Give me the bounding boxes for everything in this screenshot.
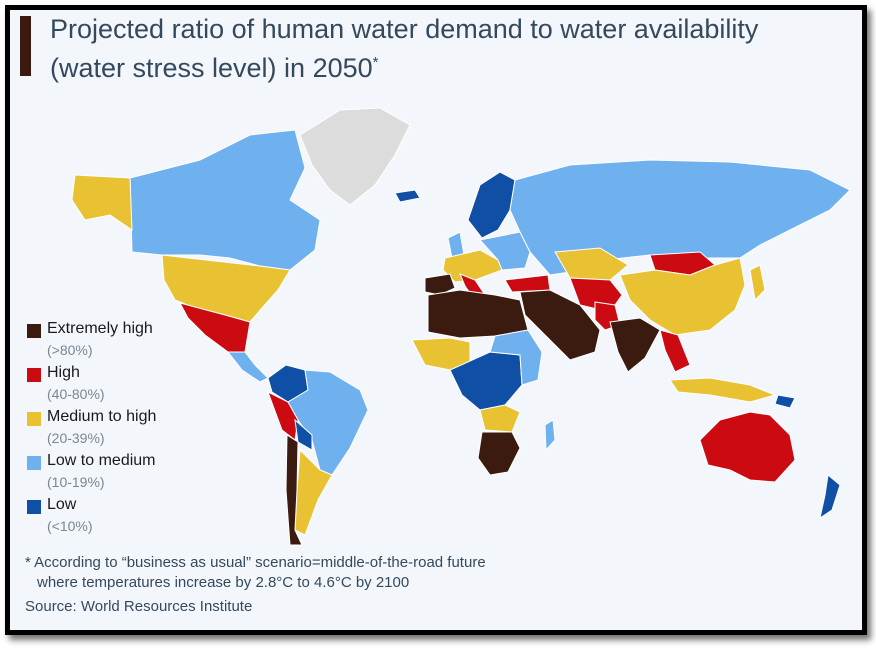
legend-label: Medium to high [47, 408, 157, 425]
legend-swatch [27, 500, 41, 514]
region-north-africa [427, 289, 529, 339]
region-japan [749, 264, 766, 302]
source-credit: Source: World Resources Institute [25, 598, 253, 615]
region-angola [479, 404, 521, 433]
region-central-america [226, 351, 269, 383]
region-middle-east [519, 289, 601, 361]
legend-range: (20-39%) [47, 430, 105, 446]
region-canada [129, 129, 321, 271]
region-new-zealand [819, 474, 841, 520]
footnote: * According to “business as usual” scena… [25, 553, 845, 593]
region-kazakhstan [554, 247, 629, 281]
region-chile [285, 434, 303, 546]
region-se-asia [659, 329, 691, 373]
legend-swatch [27, 456, 41, 470]
legend-swatch [27, 412, 41, 426]
region-scandinavia [467, 171, 516, 239]
legend-label: High [47, 364, 80, 381]
legend-item-medium-to-high: Medium to high (20-39%) [25, 408, 225, 452]
legend-item-low: Low (<10%) [25, 496, 225, 540]
legend-label: Low to medium [47, 452, 156, 469]
region-india [609, 317, 661, 373]
region-central-asia [569, 277, 623, 313]
legend-swatch [27, 368, 41, 382]
title-footnote-marker: * [372, 54, 379, 71]
chart-title: Projected ratio of human water demand to… [50, 14, 759, 83]
region-madagascar [544, 419, 556, 452]
legend-label: Extremely high [47, 320, 153, 337]
region-east-africa [489, 329, 543, 386]
legend-label: Low [47, 496, 77, 513]
legend-item-extremely-high: Extremely high (>80%) [25, 320, 225, 364]
legend-range: (>80%) [47, 342, 93, 358]
infographic-frame: Projected ratio of human water demand to… [5, 5, 867, 635]
title-accent-bar [20, 16, 31, 76]
legend-range: (<10%) [47, 518, 93, 534]
legend-swatch [27, 324, 41, 338]
region-alaska [71, 174, 133, 231]
legend: Extremely high (>80%) High (40-80%) Medi… [25, 320, 225, 540]
footnote-line-2: where temperatures increase by 2.8°C to … [37, 574, 410, 591]
region-china [619, 257, 746, 336]
legend-item-low-to-medium: Low to medium (10-19%) [25, 452, 225, 496]
region-greenland [299, 107, 411, 206]
region-turkey [504, 274, 551, 293]
region-papua [774, 394, 796, 409]
region-australia [699, 411, 796, 483]
region-southern-africa [477, 431, 521, 476]
legend-range: (40-80%) [47, 386, 105, 402]
world-map [71, 107, 850, 546]
legend-range: (10-19%) [47, 474, 105, 490]
legend-item-high: High (40-80%) [25, 364, 225, 408]
region-west-europe [442, 249, 503, 283]
footnote-line-1: * According to “business as usual” scena… [25, 554, 486, 571]
region-iceland [394, 189, 421, 203]
region-bolivia [294, 418, 313, 451]
region-indonesia [669, 377, 777, 403]
